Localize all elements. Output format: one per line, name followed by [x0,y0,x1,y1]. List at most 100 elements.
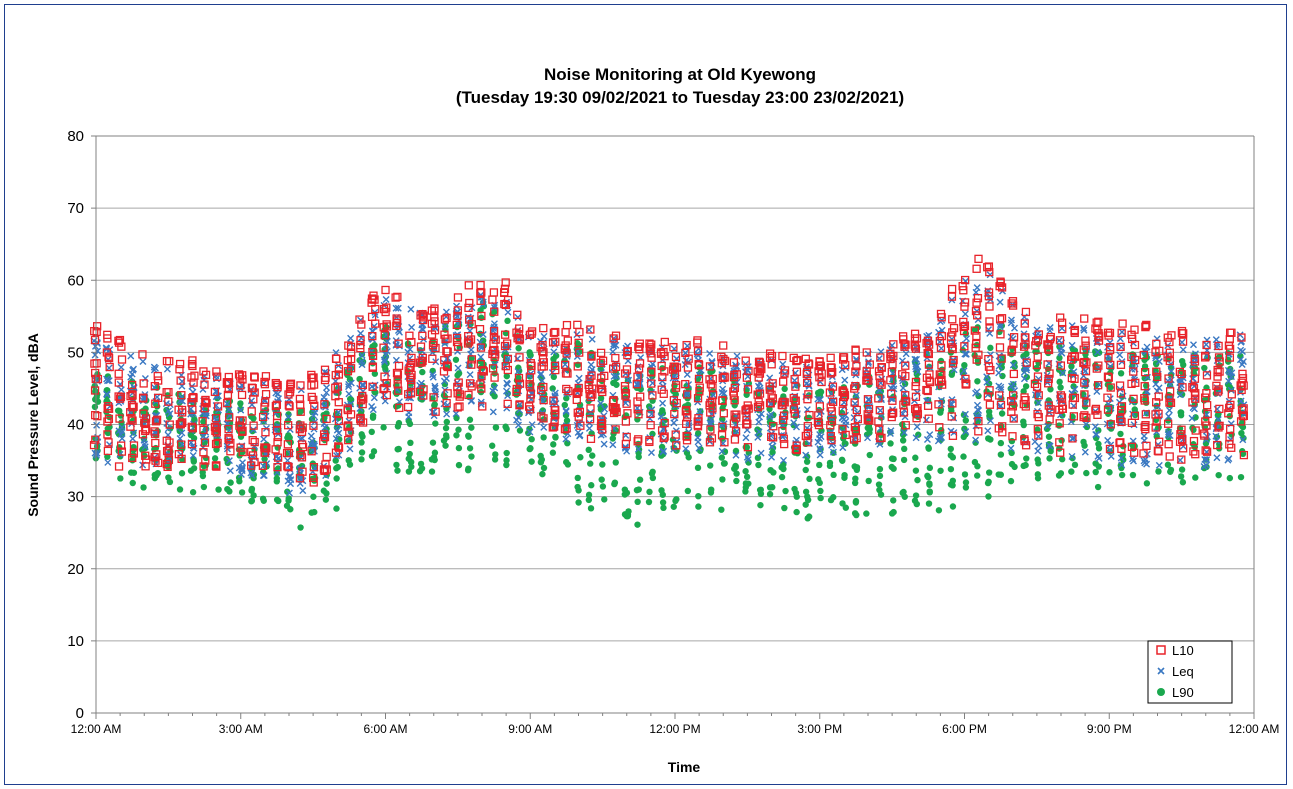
l10-point [141,451,150,460]
l90-point [516,427,524,434]
l10-point [960,298,970,307]
leq-point [647,449,655,457]
l10-point [985,323,994,332]
l10-point [380,372,389,381]
l90-point [419,368,426,376]
l10-point [1142,320,1151,330]
leq-point [347,334,355,342]
l10-point [1117,406,1126,415]
l10-point [804,390,813,399]
l10-point [1202,401,1212,410]
l10-point [768,394,778,403]
l10-point [309,395,318,405]
l10-point [1139,350,1148,360]
l10-point [455,402,464,411]
l10-point [1008,432,1017,441]
l10-point [901,340,910,349]
l10-point [875,378,885,387]
l10-point [273,463,282,472]
y-tick-label: 20 [67,561,84,578]
l10-point [502,339,512,348]
l10-point [730,396,739,405]
l10-point [1140,382,1149,391]
leq-point [1081,448,1089,456]
l90-point [949,454,957,461]
l10-point [767,360,776,369]
l10-point [1020,319,1029,328]
leq-point [742,434,750,442]
l10-point [467,360,476,369]
l10-point [901,361,910,370]
l10-point [260,402,269,412]
l90-point [925,474,932,481]
x-tick-labels: 12:00 AM 3:00 AM 6:00 AM 9:00 AM 12:00 PM 3:0… [71,713,1279,736]
l10-point [419,391,428,400]
l10-point [1068,400,1077,409]
l10-point [1165,452,1174,461]
leq-point [984,427,992,435]
l10-point [165,357,174,366]
l90-point [442,442,449,449]
l10-point [213,438,222,448]
l10-point [877,433,886,443]
l10-point [500,288,509,297]
leq-point [1155,461,1163,469]
l10-point [501,330,510,339]
l10-point [1225,403,1234,413]
l10-point [564,386,573,396]
l10-point [211,414,221,423]
l10-point [695,383,704,392]
l10-point [151,438,160,448]
l90-point [564,461,572,468]
l10-point [682,431,691,441]
l90-point [346,376,354,383]
l10-point [779,377,788,386]
l10-point [934,377,944,386]
l90-point [1083,469,1090,477]
l90-point [601,496,608,503]
legend: L10 Leq L90 [1147,640,1233,704]
l10-point [1080,411,1089,420]
l10-point [258,412,268,422]
l90-point [645,498,653,506]
l10-point [549,328,559,337]
l10-point [489,326,499,336]
l10-point [477,288,486,297]
l10-point [298,467,307,476]
l10-point [645,339,654,348]
l10-point [1091,404,1101,414]
l10-point [1068,434,1077,443]
l10-point [525,373,534,382]
l10-point [814,420,824,430]
l10-point [1094,333,1103,342]
legend-label-leq: Leq [1172,664,1194,679]
l10-point [659,347,668,357]
l90-point [1047,448,1054,455]
l10-point [419,311,428,320]
l90-point [200,418,207,425]
l10-point [199,425,208,435]
l90-point [261,455,268,463]
l10-point [863,395,873,404]
l10-point [250,437,259,447]
l10-point [586,404,595,413]
l90-point [802,466,809,474]
l10-point [1177,329,1187,338]
l10-point [622,432,631,442]
l10-point [817,377,826,387]
l90-point [611,379,618,387]
l90-point [694,464,702,472]
l90-point [1022,383,1030,390]
l10-point [718,373,727,383]
l90-point [1068,363,1075,370]
l10-point [427,306,437,315]
l10-point [791,382,800,391]
l90-point [140,484,147,491]
l10-point [1020,333,1030,342]
l10-point [187,439,197,449]
l90-point [345,457,352,464]
l90-point [178,470,186,477]
l90-point [356,375,363,383]
l10-point [875,406,884,415]
